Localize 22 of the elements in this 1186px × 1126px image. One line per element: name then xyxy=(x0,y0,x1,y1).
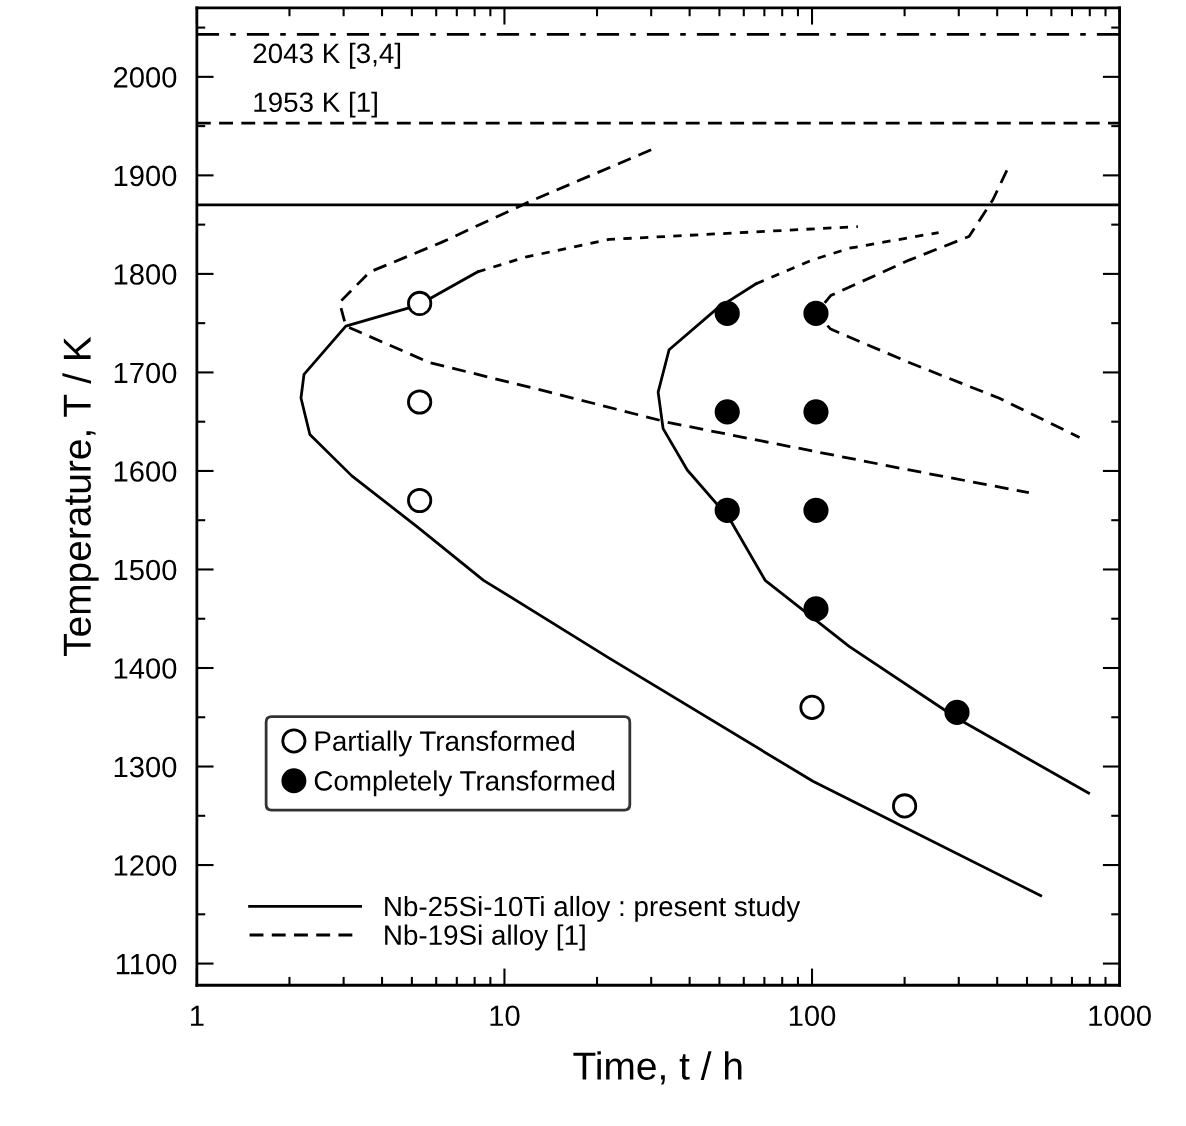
y-tick-label: 1100 xyxy=(116,953,177,975)
y-tick-label: 1800 xyxy=(114,264,177,285)
y-tick-label: 1400 xyxy=(114,658,177,679)
y-tick-label: 1600 xyxy=(114,461,177,482)
legend-label: Partially Transformed xyxy=(315,730,574,757)
y-tick-label: 1900 xyxy=(114,165,177,187)
y-axis-title: Temperature, T / K xyxy=(62,336,99,656)
y-tick-label: 1500 xyxy=(114,559,177,581)
y-tick-label: 1200 xyxy=(114,855,177,876)
legend-label: Nb-19Si alloy [1] xyxy=(385,924,585,951)
y-tick-label: 1700 xyxy=(114,362,177,384)
x-tick-label: 100 xyxy=(789,1005,836,1027)
legend-label: Nb-25Si-10Ti alloy : present study xyxy=(385,895,801,922)
y-tick-label: 2000 xyxy=(114,67,177,88)
x-tick-label: 10 xyxy=(490,1005,520,1027)
ref-line-label: 1953 K [1] xyxy=(254,91,377,118)
legend-label: Completely Transformed xyxy=(314,770,615,797)
ref-line-label: 2043 K [3,4] xyxy=(253,42,401,69)
x-tick-label: 1 xyxy=(190,1005,204,1026)
x-tick-label: 1000 xyxy=(1089,1005,1151,1027)
x-axis-title: Time, t / h xyxy=(573,1051,742,1085)
y-tick-label: 1300 xyxy=(114,756,177,778)
